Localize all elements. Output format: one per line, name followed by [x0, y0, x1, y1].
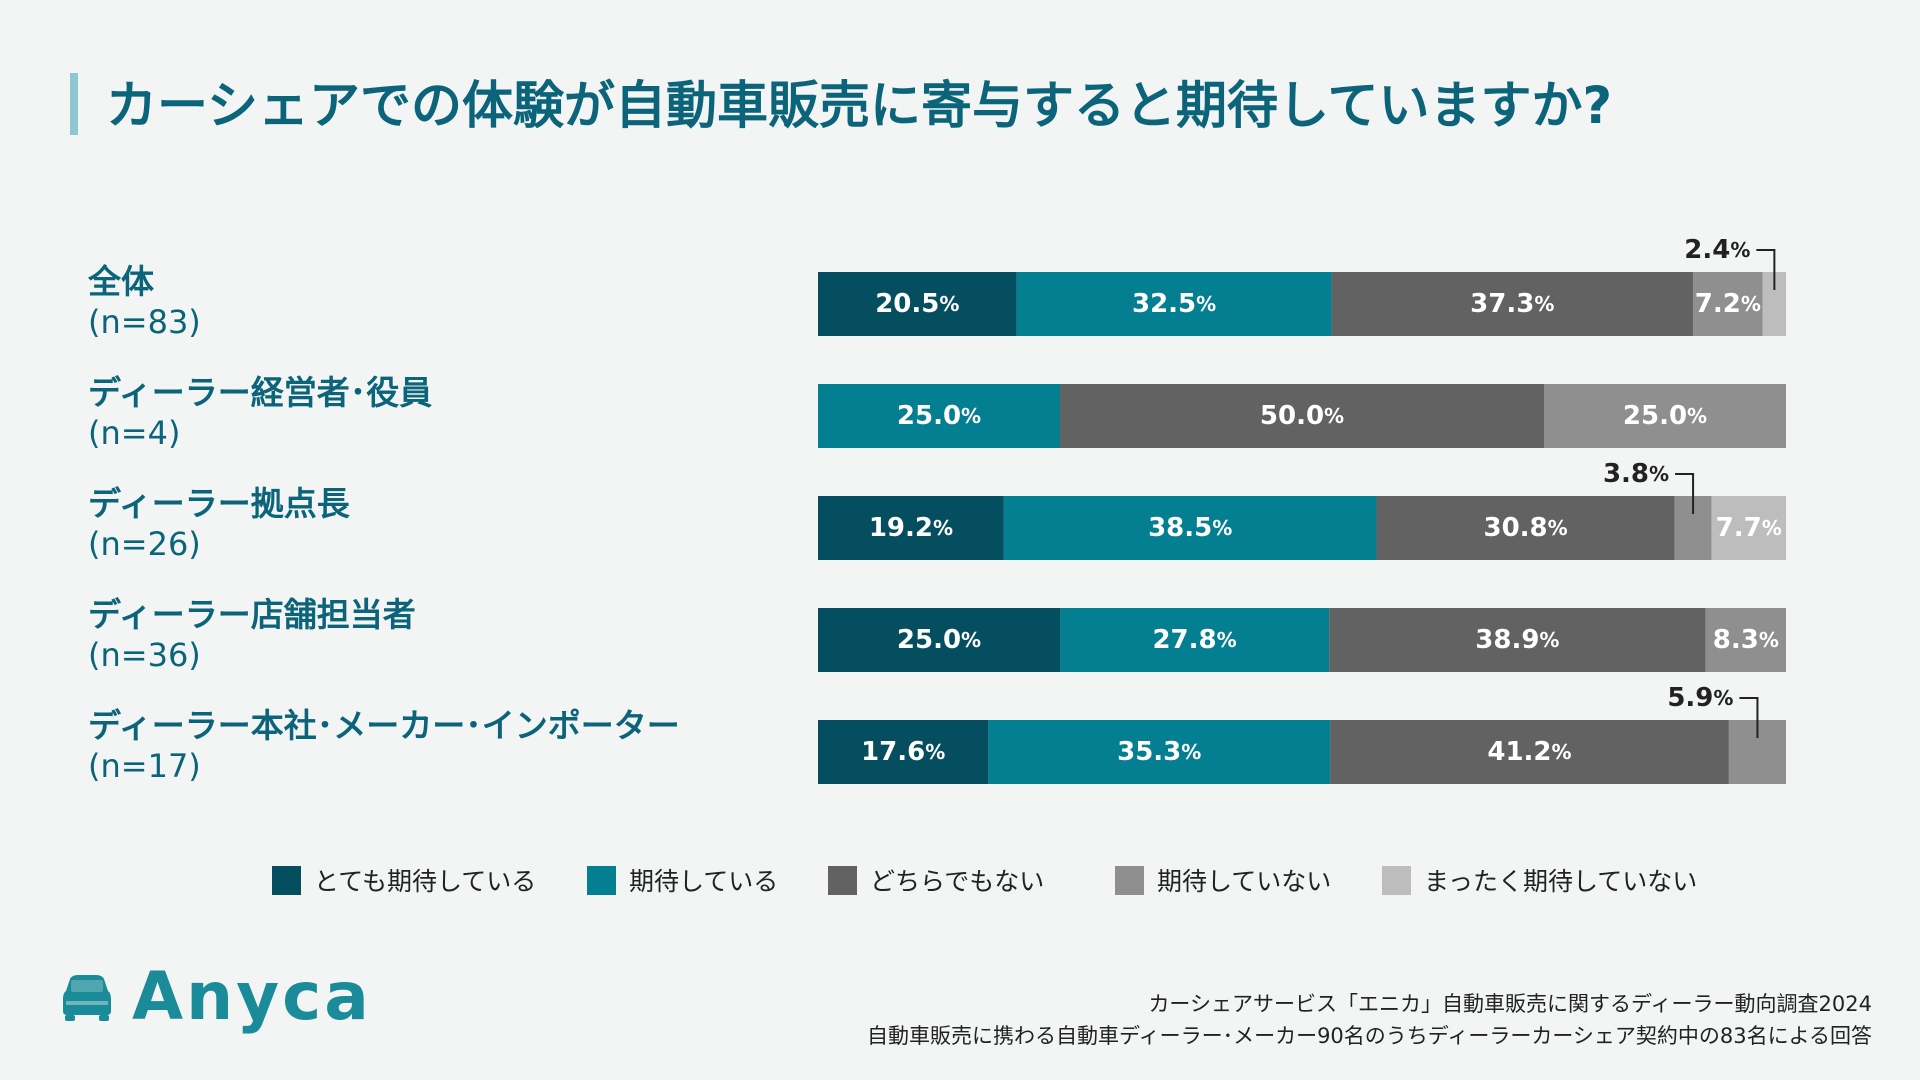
row-label-0: 全体 (n=83): [88, 262, 201, 342]
row-label-n: (n=26): [88, 525, 201, 563]
callout-label-r4: 5.9%: [1667, 683, 1733, 713]
callout-leader-r0: [1756, 249, 1776, 290]
legend-swatch: [272, 865, 301, 895]
legend-label: どちらでもない: [870, 867, 1045, 896]
bar-segment-r1-s1: [818, 384, 1060, 448]
source-line-1: カーシェアサービス「エニカ」自動車販売に関するディーラー動向調査2024: [1148, 992, 1872, 1016]
bar-segment-r4-s2: [1330, 720, 1729, 784]
legend-swatch: [828, 865, 857, 895]
bar-segment-r0-s1: [1016, 272, 1332, 336]
title-accent-bar: [70, 73, 78, 135]
bar-value-label-r0-s3: 7.2%: [1695, 289, 1761, 319]
bar-segment-r3-s3: [1705, 608, 1786, 672]
bar-value-label-r3-s3: 8.3%: [1713, 625, 1779, 655]
legend-label: まったく期待していない: [1424, 867, 1698, 896]
row-label-3: ディーラー店舗担当者 (n=36): [88, 595, 416, 675]
bar-value-label-r1-s2: 50.0%: [1260, 401, 1344, 431]
legend: とても期待している 期待している どちらでもない 期待していない まったく期待し…: [272, 862, 1722, 896]
source-note: カーシェアサービス「エニカ」自動車販売に関するディーラー動向調査2024 自動車…: [867, 988, 1872, 1052]
page-title: カーシェアでの体験が自動車販売に寄与すると期待していますか?: [106, 77, 1613, 136]
bar-value-label-r1-s1: 25.0%: [897, 401, 981, 431]
bar-value-label-r4-s2: 41.2%: [1487, 737, 1571, 767]
bar-value-label-r1-s3: 25.0%: [1623, 401, 1707, 431]
bar-segment-r0-s4: [1762, 272, 1786, 336]
legend-swatch: [1382, 865, 1411, 895]
bar-segment-r2-s0: [818, 496, 1004, 560]
row-label-n: (n=17): [88, 747, 201, 785]
car-icon: [63, 975, 111, 1021]
callout-leader-r4: [1739, 697, 1759, 738]
bar-segment-r0-s2: [1331, 272, 1693, 336]
row-label-name: ディーラー経営者･役員: [88, 373, 433, 412]
row-label-name: ディーラー店舗担当者: [88, 595, 416, 634]
legend-item-4: まったく期待していない: [1382, 862, 1697, 898]
legend-swatch: [1115, 865, 1144, 895]
bar-segment-r1-s3: [1544, 384, 1786, 448]
bar-segment-r0-s3: [1692, 272, 1763, 336]
row-label-name: 全体: [88, 262, 154, 301]
source-line-2: 自動車販売に携わる自動車ディーラー･メーカー90名のうちディーラーカーシェア契約…: [867, 1024, 1872, 1048]
bar-segment-r1-s2: [1060, 384, 1544, 448]
bar-value-label-r0-s2: 37.3%: [1470, 289, 1554, 319]
brand-logo: Anyca: [62, 964, 372, 1030]
callout-label-r2: 3.8%: [1603, 459, 1669, 489]
row-label-name: ディーラー拠点長: [88, 484, 350, 523]
bar-segment-r3-s1: [1060, 608, 1330, 672]
legend-item-1: 期待している: [587, 862, 778, 898]
bar-segment-r3-s2: [1329, 608, 1706, 672]
bar-segment-r2-s1: [1003, 496, 1377, 560]
logo-wordmark: Anyca: [132, 958, 372, 1035]
legend-label: とても期待している: [314, 867, 537, 896]
bar-value-label-r2-s2: 30.8%: [1484, 513, 1568, 543]
bar-value-label-r0-s1: 32.5%: [1132, 289, 1216, 319]
callout-leader-r2: [1675, 473, 1695, 514]
bar-value-label-r4-s1: 35.3%: [1117, 737, 1201, 767]
row-label-1: ディーラー経営者･役員 (n=4): [88, 373, 432, 453]
bar-segment-r0-s0: [818, 272, 1017, 336]
row-label-n: (n=4): [88, 414, 181, 452]
callout-label-r0: 2.4%: [1684, 235, 1750, 265]
legend-label: 期待していない: [1157, 867, 1332, 896]
row-label-4: ディーラー本社･メーカー･インポーター (n=17): [88, 706, 680, 786]
bar-segment-r4-s0: [818, 720, 989, 784]
legend-item-0: とても期待している: [272, 862, 536, 898]
row-label-2: ディーラー拠点長 (n=26): [88, 484, 350, 564]
legend-item-2: どちらでもない: [828, 862, 1044, 898]
bar-value-label-r3-s2: 38.9%: [1475, 625, 1559, 655]
legend-item-3: 期待していない: [1115, 862, 1331, 898]
bar-value-label-r3-s0: 25.0%: [897, 625, 981, 655]
row-label-n: (n=83): [88, 303, 201, 341]
bar-value-label-r2-s4: 7.7%: [1716, 513, 1782, 543]
legend-label: 期待している: [629, 867, 779, 896]
bar-value-label-r2-s0: 19.2%: [869, 513, 953, 543]
bar-value-label-r0-s0: 20.5%: [875, 289, 959, 319]
legend-swatch: [587, 865, 616, 895]
bar-segment-r2-s4: [1711, 496, 1786, 560]
bar-segment-r4-s1: [988, 720, 1331, 784]
bar-value-label-r3-s1: 27.8%: [1152, 625, 1236, 655]
bar-value-label-r4-s0: 17.6%: [861, 737, 945, 767]
bars-layer: 20.5% 32.5% 37.3% 7.2% 2.4% 25.0% 50.0% 25.0% 19…: [818, 235, 1786, 784]
bar-value-label-r2-s1: 38.5%: [1148, 513, 1232, 543]
row-label-name: ディーラー本社･メーカー･インポーター: [88, 706, 680, 745]
bar-segment-r2-s2: [1376, 496, 1675, 560]
row-label-n: (n=36): [88, 636, 201, 674]
bar-segment-r3-s0: [818, 608, 1060, 672]
